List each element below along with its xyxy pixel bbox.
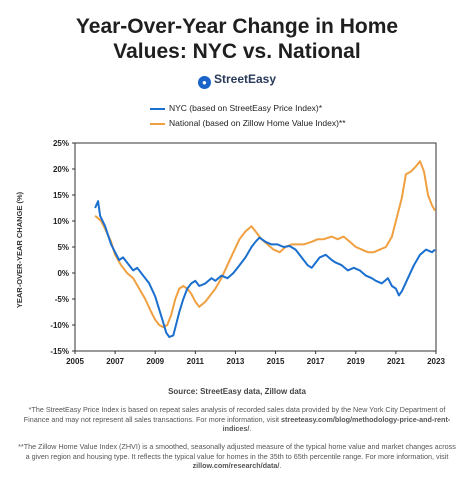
footnote-national: **The Zillow Home Value Index (ZHVI) is …	[18, 442, 456, 471]
legend-item-national: National (based on Zillow Home Value Ind…	[150, 116, 346, 131]
legend-label-national: National (based on Zillow Home Value Ind…	[169, 118, 346, 128]
chart-title: Year-Over-Year Change in Home Values: NY…	[0, 14, 474, 64]
x-tick-label: 2019	[347, 357, 365, 366]
x-tick-label: 2005	[66, 357, 84, 366]
series-line-national	[94, 160, 436, 329]
x-tick-label: 2023	[427, 357, 445, 366]
y-tick-label: -15%	[50, 347, 69, 356]
x-tick-label: 2021	[387, 357, 405, 366]
brand-logo: ● StreetEasy	[0, 72, 474, 89]
footnote-national-text: **The Zillow Home Value Index (ZHVI) is …	[18, 442, 456, 461]
y-tick-label: 25%	[53, 139, 69, 148]
title-line-2: Values: NYC vs. National	[113, 40, 361, 63]
x-tick-label: 2015	[267, 357, 285, 366]
series-line-nyc	[94, 200, 436, 338]
legend-item-nyc: NYC (based on StreetEasy Price Index)*	[150, 101, 346, 116]
footnote-nyc-end: .	[249, 424, 252, 434]
line-chart: YEAR-OVER-YEAR CHANGE (%) 25% 20% 15% 10% 5%…	[15, 139, 445, 366]
brand-name: StreetEasy	[213, 72, 277, 86]
y-tick-label: 20%	[53, 165, 69, 174]
footnote-nyc-text: *The StreetEasy Price Index is based on …	[23, 405, 446, 424]
footnote-national-end: .	[279, 461, 282, 471]
y-tick-label: -5%	[55, 295, 69, 304]
legend-label-nyc: NYC (based on StreetEasy Price Index)*	[169, 103, 323, 113]
legend-swatch-national	[150, 122, 165, 125]
chart-legend: NYC (based on StreetEasy Price Index)* N…	[150, 101, 346, 131]
y-tick-label: -10%	[50, 321, 69, 330]
x-tick-label: 2007	[106, 357, 124, 366]
y-axis-label: YEAR-OVER-YEAR CHANGE (%)	[15, 191, 24, 308]
y-tick-label: 0%	[57, 269, 69, 278]
x-tick-label: 2011	[187, 357, 205, 366]
footnote-national-link[interactable]: zillow.com/research/data/	[192, 461, 280, 471]
y-tick-label: 5%	[57, 243, 69, 252]
y-tick-label: 15%	[53, 191, 69, 200]
x-tick-label: 2009	[146, 357, 164, 366]
x-tick-label: 2013	[227, 357, 245, 366]
title-line-1: Year-Over-Year Change in Home	[75, 15, 399, 38]
x-tick-label: 2017	[307, 357, 325, 366]
plot-frame	[74, 142, 437, 352]
legend-swatch-nyc	[150, 107, 165, 110]
location-pin-icon: ●	[197, 76, 211, 89]
footnote-nyc-link[interactable]: streeteasy.com/blog/methodology-price-an…	[222, 414, 451, 434]
y-tick-label: 10%	[53, 217, 69, 226]
footnote-nyc: *The StreetEasy Price Index is based on …	[18, 405, 456, 434]
source-note: Source: StreetEasy data, Zillow data	[168, 387, 306, 396]
